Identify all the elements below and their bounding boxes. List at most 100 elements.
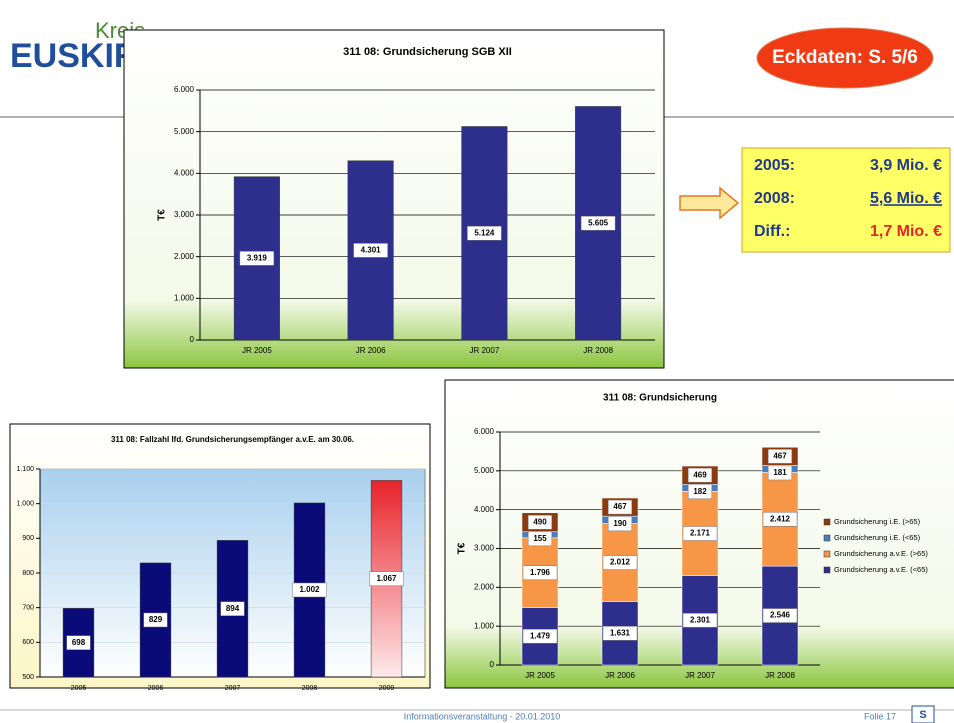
badge <box>756 27 934 89</box>
y-tick-label: 6.000 <box>174 85 195 94</box>
y-tick-label: 1.000 <box>174 293 195 302</box>
value-label-box <box>522 565 558 580</box>
chart-title: 311 08: Fallzahl lfd. Grundsicherungsemp… <box>111 435 354 444</box>
x-tick-label: JR 2005 <box>242 346 272 355</box>
y-tick-label: 5.000 <box>474 466 495 475</box>
value-label-box <box>602 626 638 641</box>
value-label: 1.479 <box>530 631 551 640</box>
value-label-box <box>767 465 793 481</box>
value-label-box <box>607 516 633 532</box>
y-axis-label: T€ <box>457 542 468 554</box>
y-tick-label: 800 <box>22 570 34 577</box>
chart-title: 311 08: Grundsicherung <box>603 393 717 404</box>
value-label: 2.301 <box>690 615 711 624</box>
y-tick-label: 700 <box>22 605 34 612</box>
value-label-box <box>522 629 558 644</box>
value-label: 2.546 <box>770 611 791 620</box>
value-label-box <box>762 512 798 527</box>
value-label-box <box>682 613 718 628</box>
value-label: 467 <box>773 451 787 460</box>
value-label-box <box>687 467 713 483</box>
legend-swatch <box>823 566 831 574</box>
value-label-box <box>687 484 713 500</box>
y-tick-label: 1.000 <box>474 621 495 630</box>
mark: S <box>919 709 926 721</box>
value-label-box <box>220 601 245 616</box>
value-label: 190 <box>613 519 627 528</box>
summary-value: 1,7 Mio. € <box>870 223 942 240</box>
value-label: 490 <box>533 517 547 526</box>
x-tick-label: JR 2008 <box>765 671 795 680</box>
value-label-box <box>602 555 638 570</box>
value-label: 2.171 <box>690 529 711 538</box>
mark-box <box>911 705 935 723</box>
value-label: 2.412 <box>770 514 791 523</box>
summary-label: 2008: <box>754 190 795 207</box>
y-tick-label: 0 <box>490 660 495 669</box>
chart-title: 311 08: Grundsicherung SGB XII <box>343 46 512 58</box>
x-tick-label: JR 2005 <box>525 671 555 680</box>
slide-number: Folie 17 <box>864 711 896 721</box>
y-axis-label: T€ <box>157 209 168 221</box>
y-tick-label: 900 <box>22 535 34 542</box>
y-tick-label: 600 <box>22 639 34 646</box>
legend-label: Grundsicherung i.E. (>65) <box>834 517 921 526</box>
value-label: 1.002 <box>299 585 320 594</box>
legend-swatch <box>823 550 831 558</box>
y-tick-label: 3.000 <box>174 210 195 219</box>
value-label-box <box>292 582 327 598</box>
y-tick-label: 1.000 <box>16 501 34 508</box>
summary-label: 2005: <box>754 157 795 174</box>
value-label-box <box>682 526 718 541</box>
badge-text: Eckdaten: S. 5/6 <box>772 47 918 68</box>
x-tick-label: 2008 <box>302 685 318 692</box>
value-label: 1.067 <box>376 574 397 583</box>
value-label-box <box>527 515 553 530</box>
value-label: 2.012 <box>610 558 631 567</box>
value-label: 155 <box>533 534 547 543</box>
value-label-box <box>369 571 404 586</box>
value-label: 182 <box>693 487 707 496</box>
summary-label: Diff.: <box>754 223 790 240</box>
value-label: 181 <box>773 468 787 477</box>
x-tick-label: JR 2007 <box>469 346 499 355</box>
legend-label: Grundsicherung i.E. (<65) <box>834 533 921 542</box>
y-tick-label: 500 <box>22 674 34 681</box>
legend-label: Grundsicherung a.v.E. (<65) <box>834 565 928 574</box>
x-tick-label: JR 2008 <box>583 346 613 355</box>
summary-box <box>741 147 951 253</box>
value-label: 829 <box>149 615 163 624</box>
y-tick-label: 6.000 <box>474 427 495 436</box>
legend-label: Grundsicherung a.v.E. (>65) <box>834 549 928 558</box>
value-label: 1.796 <box>530 568 551 577</box>
value-label: 4.301 <box>361 246 382 255</box>
x-tick-label: JR 2006 <box>356 346 386 355</box>
y-tick-label: 0 <box>190 335 195 344</box>
x-tick-label: JR 2006 <box>605 671 635 680</box>
summary-value: 3,9 Mio. € <box>870 157 942 174</box>
value-label-box <box>353 243 388 258</box>
y-tick-label: 1.100 <box>16 466 34 473</box>
value-label-box <box>66 635 91 650</box>
legend-swatch <box>823 518 831 526</box>
x-tick-label: 2006 <box>148 685 164 692</box>
summary-value: 5,6 Mio. € <box>870 190 942 207</box>
value-label: 698 <box>72 638 86 647</box>
value-label: 3.919 <box>247 253 268 262</box>
value-label-box <box>467 226 502 241</box>
y-tick-label: 4.000 <box>174 168 195 177</box>
value-label-box <box>767 449 793 464</box>
arrow <box>679 186 740 220</box>
value-label: 5.124 <box>474 228 495 237</box>
value-label-box <box>607 499 633 515</box>
x-tick-label: 2007 <box>225 685 241 692</box>
value-label: 469 <box>693 470 707 479</box>
x-tick-label: 2009 <box>379 685 395 692</box>
x-tick-label: 2005 <box>71 685 87 692</box>
value-label: 5.605 <box>588 218 609 227</box>
value-label: 1.631 <box>610 628 631 637</box>
value-label: 467 <box>613 502 627 511</box>
chart-frame <box>123 29 665 369</box>
value-label-box <box>580 215 616 231</box>
